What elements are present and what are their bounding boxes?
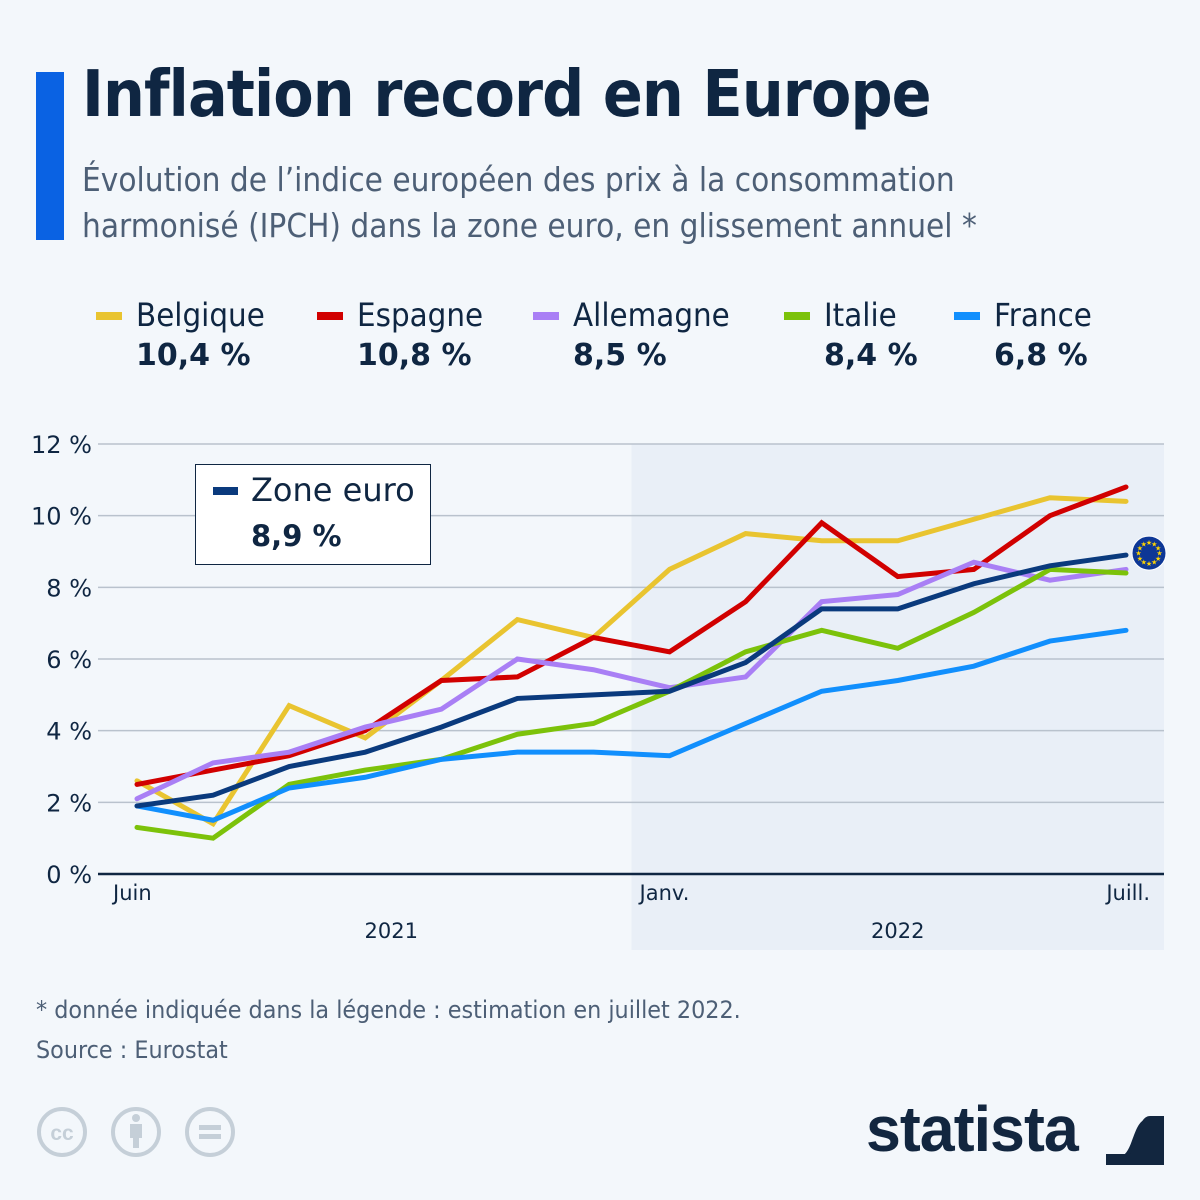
series-line-france <box>134 627 1129 823</box>
legend-swatch <box>317 312 343 320</box>
y-tick-label: 0 % <box>46 861 92 889</box>
line-chart: 0 %2 %4 %6 %8 %10 %12 % Juin Janv. Juill. … <box>31 431 1167 950</box>
license-icons: cc <box>37 1107 235 1157</box>
legend-swatch <box>784 312 810 320</box>
legend-value: 8,4 % <box>824 338 918 373</box>
year-label: 2022 <box>871 919 924 943</box>
series-lines <box>134 484 1129 841</box>
year-label: 2021 <box>365 919 418 943</box>
gridlines <box>98 443 1164 876</box>
no-derivatives-icon[interactable] <box>185 1107 235 1157</box>
eu-flag-circle <box>1131 535 1167 571</box>
page-subtitle: Évolution de l’indice européen des prix … <box>82 157 1081 249</box>
footnote-note: * donnée indiquée dans la légende : esti… <box>36 996 741 1024</box>
eu-star: ★ <box>1137 544 1143 552</box>
subtitle-line-1: Évolution de l’indice européen des prix … <box>82 160 955 199</box>
x-tick-label: Juill. <box>1104 881 1150 905</box>
eu-star: ★ <box>1155 555 1161 563</box>
chart-legend: Belgique 10,4 % Espagne 10,8 % Allemagne… <box>0 296 1200 386</box>
year-labels: 2021 2022 <box>365 919 925 943</box>
svg-text:cc: cc <box>50 1122 74 1145</box>
y-tick-label: 8 % <box>46 574 92 602</box>
footnote: * donnée indiquée dans la légende : esti… <box>36 990 741 1070</box>
series-line-italie <box>134 566 1129 841</box>
y-axis-tick-labels: 0 % 2 % 4 % 6 % 8 % 10 % 12 % <box>31 431 92 889</box>
legend-label: Allemagne <box>573 296 730 334</box>
y-tick-label: 10 % <box>31 503 92 531</box>
eu-star: ★ <box>1156 550 1162 558</box>
zone-euro-swatch <box>213 487 238 495</box>
attribution-icon[interactable] <box>111 1107 161 1157</box>
zone-euro-callout: Zone euro 8,9 % <box>195 464 431 565</box>
legend-label: Espagne <box>357 296 484 334</box>
series-line-belgique <box>134 495 1129 828</box>
statista-wordmark: statista <box>866 1093 1079 1165</box>
legend-value: 10,4 % <box>136 338 251 373</box>
shaded-period-2022 <box>631 444 1164 950</box>
x-tick-label: Juin <box>111 881 152 905</box>
y-tick-label: 6 % <box>46 646 92 674</box>
eu-star: ★ <box>1141 559 1147 567</box>
y-tick-label: 4 % <box>46 718 92 746</box>
y-tick-label: 2 % <box>46 789 92 817</box>
eu-star: ★ <box>1151 540 1157 548</box>
legend-swatch <box>533 312 559 320</box>
x-tick-label: Janv. <box>638 881 690 905</box>
eu-star: ★ <box>1146 560 1152 568</box>
zone-euro-value: 8,9 % <box>251 519 342 553</box>
legend-swatch <box>96 312 122 320</box>
series-line-allemagne <box>134 559 1129 802</box>
series-line-espagne <box>134 484 1129 787</box>
statista-logo-icon <box>1106 1107 1164 1165</box>
legend-value: 10,8 % <box>357 338 472 373</box>
footnote-source: Source : Eurostat <box>36 1036 228 1064</box>
page-title: Inflation record en Europe <box>82 58 932 132</box>
eu-star: ★ <box>1141 540 1147 548</box>
x-axis-tick-labels: Juin Janv. Juill. <box>111 881 1150 905</box>
zone-euro-label: Zone euro <box>251 471 415 509</box>
eu-star: ★ <box>1135 550 1141 558</box>
eu-flag-icon: ★★★★★★★★★★★★ <box>1131 535 1167 571</box>
creative-commons-icon[interactable]: cc <box>37 1107 87 1157</box>
series-line-zone-euro <box>134 552 1129 809</box>
legend-label: France <box>994 296 1092 334</box>
subtitle-line-2: harmonisé (IPCH) dans la zone euro, en g… <box>82 206 977 245</box>
y-tick-label: 12 % <box>31 431 92 459</box>
legend-value: 6,8 % <box>994 338 1088 373</box>
legend-label: Italie <box>824 296 897 334</box>
eu-star: ★ <box>1137 555 1143 563</box>
statista-logo[interactable]: statista <box>866 1093 1166 1170</box>
legend-label: Belgique <box>136 296 265 334</box>
title-accent-bar <box>36 72 64 240</box>
legend-swatch <box>954 312 980 320</box>
legend-value: 8,5 % <box>573 338 667 373</box>
eu-star: ★ <box>1151 559 1157 567</box>
eu-star: ★ <box>1146 539 1152 547</box>
eu-star: ★ <box>1155 544 1161 552</box>
